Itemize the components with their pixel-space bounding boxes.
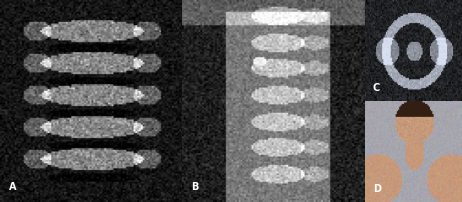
Text: B: B <box>192 182 199 192</box>
Text: C: C <box>373 83 380 93</box>
Text: D: D <box>373 184 381 194</box>
Text: A: A <box>9 182 17 192</box>
